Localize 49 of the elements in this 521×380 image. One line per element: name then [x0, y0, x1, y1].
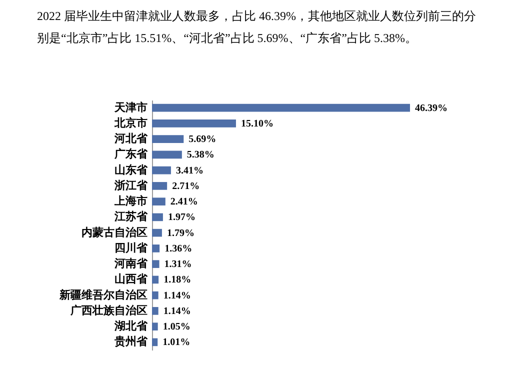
y-tick-label: 广西壮族自治区	[70, 304, 148, 317]
y-tick-label: 广东省	[114, 148, 148, 161]
data-label: 46.39%	[415, 102, 448, 114]
data-label: 2.41%	[170, 196, 198, 208]
bar	[152, 244, 160, 252]
bar	[152, 213, 163, 222]
data-label: 5.69%	[188, 134, 216, 146]
bar	[152, 135, 184, 143]
bar	[152, 276, 159, 284]
y-tick-label: 内蒙古自治区	[82, 226, 148, 239]
data-label: 1.14%	[163, 306, 191, 317]
y-tick-label: 河南省	[114, 257, 148, 270]
y-tick-label: 山西省	[114, 272, 148, 286]
data-label: 1.31%	[164, 259, 192, 270]
bar	[152, 120, 236, 128]
bar	[152, 182, 168, 190]
data-label: 1.79%	[166, 228, 194, 239]
y-tick-label: 天津市	[114, 100, 148, 114]
y-tick-label: 四川省	[114, 241, 148, 254]
data-label: 1.05%	[162, 322, 190, 333]
bar	[152, 307, 158, 315]
data-label: 1.18%	[164, 274, 192, 286]
y-tick-label: 山东省	[114, 163, 148, 176]
bar	[152, 228, 162, 237]
bar	[152, 291, 158, 300]
y-tick-label: 河北省	[114, 132, 148, 146]
data-label: 1.14%	[163, 290, 191, 302]
y-tick-label: 北京市	[114, 116, 148, 130]
bar	[152, 198, 166, 206]
data-label: 1.36%	[164, 243, 192, 254]
y-tick-label: 江苏省	[114, 210, 148, 224]
data-label: 1.97%	[168, 212, 196, 224]
y-tick-label: 新疆维吾尔自治区	[58, 288, 148, 302]
data-label: 3.41%	[176, 165, 204, 176]
y-tick-label: 湖北省	[114, 320, 148, 333]
y-tick-label: 贵州省	[114, 335, 148, 348]
data-label: 1.01%	[162, 337, 190, 348]
bar	[152, 104, 410, 112]
chart-title: 2022 届毕业生中留津就业人数最多，占比 46.39%，其他地区就业人数位列前三的分别是“北京市”占比 15.51%、“河北省”占比 5.69%、“广东省”占比 5.38%。	[37, 9, 476, 45]
y-tick-label: 浙江省	[114, 178, 148, 192]
bar	[152, 150, 182, 159]
bar	[152, 338, 158, 346]
y-tick-label: 上海市	[114, 194, 148, 208]
bar	[152, 322, 158, 330]
data-label: 15.10%	[240, 118, 274, 130]
data-label: 5.38%	[186, 150, 214, 161]
bar	[152, 166, 171, 174]
bar	[152, 260, 160, 268]
data-label: 2.71%	[172, 180, 200, 192]
